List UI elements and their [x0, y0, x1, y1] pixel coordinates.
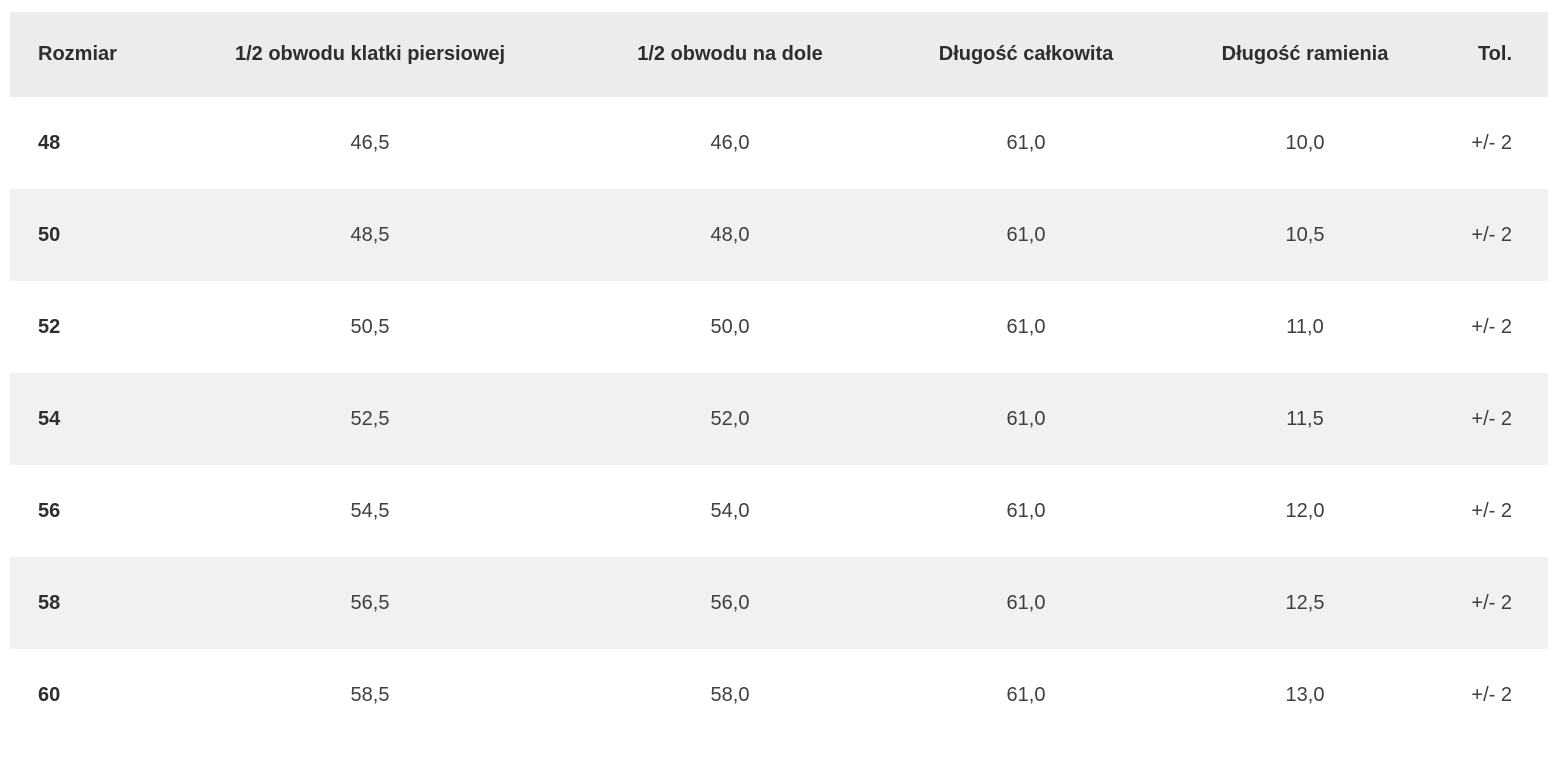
cell-tolerancja: +/- 2	[1471, 591, 1512, 614]
cell-tolerancja: +/- 2	[1471, 683, 1512, 706]
table-row: 58 56,5 56,0 61,0 12,5 +/- 2	[10, 557, 1548, 649]
cell-rozmiar: 50	[38, 223, 61, 246]
col-header-pol-obwodu-klatki-piersiowej: 1/2 obwodu klatki piersiowej	[160, 12, 580, 97]
cell-tolerancja: +/- 2	[1471, 223, 1512, 246]
table-row: 60 58,5 58,0 61,0 13,0 +/- 2	[10, 649, 1548, 741]
table-row: 50 48,5 48,0 61,0 10,5 +/- 2	[10, 189, 1548, 281]
cell-pol-obwodu-na-dole: 54,0	[710, 499, 750, 522]
table-row: 52 50,5 50,0 61,0 11,0 +/- 2	[10, 281, 1548, 373]
cell-pol-obwodu-na-dole: 58,0	[710, 683, 750, 706]
cell-rozmiar: 54	[38, 407, 61, 430]
cell-pol-obwodu-klatki-piersiowej: 48,5	[350, 223, 390, 246]
col-header-dlugosc-ramienia: Długość ramienia	[1172, 12, 1438, 97]
cell-pol-obwodu-klatki-piersiowej: 52,5	[350, 407, 390, 430]
cell-rozmiar: 60	[38, 683, 61, 706]
cell-dlugosc-calkowita: 61,0	[1006, 591, 1046, 614]
cell-pol-obwodu-klatki-piersiowej: 58,5	[350, 683, 390, 706]
cell-dlugosc-calkowita: 61,0	[1006, 223, 1046, 246]
cell-dlugosc-ramienia: 10,0	[1285, 131, 1325, 154]
cell-tolerancja: +/- 2	[1471, 315, 1512, 338]
cell-dlugosc-calkowita: 61,0	[1006, 499, 1046, 522]
cell-dlugosc-calkowita: 61,0	[1006, 683, 1046, 706]
cell-tolerancja: +/- 2	[1471, 407, 1512, 430]
col-header-pol-obwodu-na-dole: 1/2 obwodu na dole	[580, 12, 880, 97]
col-header-dlugosc-calkowita: Długość całkowita	[880, 12, 1172, 97]
cell-dlugosc-ramienia: 12,5	[1285, 591, 1325, 614]
cell-rozmiar: 52	[38, 315, 61, 338]
size-table-header: Rozmiar 1/2 obwodu klatki piersiowej 1/2…	[10, 12, 1548, 97]
col-header-tolerancja: Tol.	[1438, 12, 1548, 97]
size-table-body: 48 46,5 46,0 61,0 10,0 +/- 2 50 48,5 48,0 61,0 10,…	[10, 97, 1548, 741]
cell-dlugosc-calkowita: 61,0	[1006, 407, 1046, 430]
cell-dlugosc-ramienia: 13,0	[1285, 683, 1325, 706]
cell-dlugosc-ramienia: 11,0	[1286, 315, 1324, 338]
table-row: 54 52,5 52,0 61,0 11,5 +/- 2	[10, 373, 1548, 465]
cell-pol-obwodu-klatki-piersiowej: 54,5	[350, 499, 390, 522]
cell-dlugosc-calkowita: 61,0	[1006, 315, 1046, 338]
cell-pol-obwodu-klatki-piersiowej: 56,5	[350, 591, 390, 614]
cell-pol-obwodu-klatki-piersiowej: 50,5	[350, 315, 390, 338]
cell-tolerancja: +/- 2	[1471, 131, 1512, 154]
col-header-rozmiar: Rozmiar	[10, 12, 160, 97]
cell-dlugosc-calkowita: 61,0	[1006, 131, 1046, 154]
cell-rozmiar: 48	[38, 131, 61, 154]
cell-pol-obwodu-klatki-piersiowej: 46,5	[350, 131, 390, 154]
cell-dlugosc-ramienia: 11,5	[1286, 407, 1324, 430]
cell-pol-obwodu-na-dole: 50,0	[710, 315, 750, 338]
header-row: Rozmiar 1/2 obwodu klatki piersiowej 1/2…	[10, 12, 1548, 97]
cell-pol-obwodu-na-dole: 52,0	[710, 407, 750, 430]
size-table: Rozmiar 1/2 obwodu klatki piersiowej 1/2…	[10, 12, 1548, 741]
cell-tolerancja: +/- 2	[1471, 499, 1512, 522]
table-row: 48 46,5 46,0 61,0 10,0 +/- 2	[10, 97, 1548, 189]
cell-dlugosc-ramienia: 10,5	[1285, 223, 1325, 246]
table-row: 56 54,5 54,0 61,0 12,0 +/- 2	[10, 465, 1548, 557]
cell-dlugosc-ramienia: 12,0	[1285, 499, 1325, 522]
cell-pol-obwodu-na-dole: 48,0	[710, 223, 750, 246]
cell-pol-obwodu-na-dole: 56,0	[710, 591, 750, 614]
cell-pol-obwodu-na-dole: 46,0	[710, 131, 750, 154]
cell-rozmiar: 56	[38, 499, 61, 522]
cell-rozmiar: 58	[38, 591, 61, 614]
